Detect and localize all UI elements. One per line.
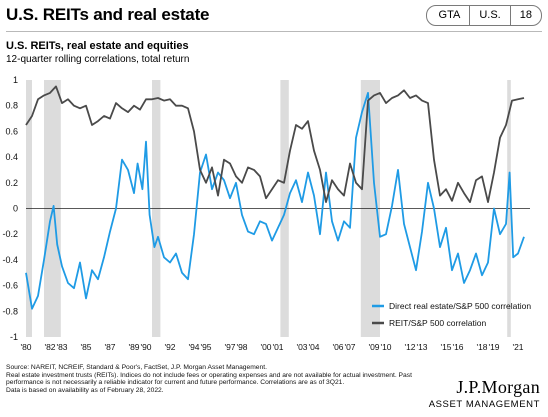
x-tick-label: '89 <box>128 342 139 352</box>
logo-name: J.P.Morgan <box>456 377 540 397</box>
jpmorgan-logo: J.P.Morgan ASSET MANAGEMENT <box>429 377 540 410</box>
x-tick-label: '95 <box>200 342 211 352</box>
legend-label: Direct real estate/S&P 500 correlation <box>389 301 531 311</box>
footnote-source: Source: NAREIT, NCREIF, Standard & Poor'… <box>6 364 267 371</box>
x-tick-label: '92 <box>164 342 175 352</box>
x-tick-label: '97 <box>224 342 235 352</box>
y-tick-label: -0.4 <box>2 255 18 265</box>
series-line-reit <box>25 85 525 204</box>
y-tick-label: 0 <box>13 204 18 214</box>
badge-region-code: GTA <box>438 9 461 21</box>
x-tick-label: '83 <box>56 342 67 352</box>
correlation-line-chart: 10.80.60.40.20-0.2-0.4-0.6-0.8-1'80'82'8… <box>2 75 531 352</box>
x-tick-label: '01 <box>272 342 283 352</box>
x-tick-label: '09 <box>368 342 379 352</box>
series-line-direct-real-estate <box>25 92 525 310</box>
x-tick-label: '18 <box>476 342 487 352</box>
logo-subtitle: ASSET MANAGEMENT <box>428 399 540 410</box>
x-tick-label: '90 <box>140 342 151 352</box>
chart-subtitle: 12-quarter rolling correlations, total r… <box>6 54 190 65</box>
x-tick-label: '87 <box>104 342 115 352</box>
x-tick-label: '16 <box>452 342 463 352</box>
x-tick-label: '07 <box>344 342 355 352</box>
x-tick-label: '12 <box>404 342 415 352</box>
y-tick-label: -0.8 <box>2 306 18 316</box>
y-tick-label: -0.2 <box>2 229 18 239</box>
x-tick-label: '21 <box>512 342 523 352</box>
x-tick-label: '00 <box>260 342 271 352</box>
x-tick-label: '15 <box>440 342 451 352</box>
footnotes: Source: NAREIT, NCREIF, Standard & Poor'… <box>6 364 446 394</box>
x-tick-label: '04 <box>308 342 319 352</box>
badge-country: U.S. <box>469 6 509 25</box>
legend-label: REIT/S&P 500 correlation <box>389 318 486 328</box>
x-tick-label: '80 <box>20 342 31 352</box>
page-title: U.S. REITs and real estate <box>6 5 210 24</box>
x-tick-label: '82 <box>44 342 55 352</box>
x-tick-label: '06 <box>332 342 343 352</box>
title-divider <box>6 31 542 32</box>
x-tick-label: '13 <box>416 342 427 352</box>
footnote-disclaimer-1: Real estate investment trusts (REITs). I… <box>6 371 412 379</box>
y-tick-label: 0.2 <box>5 178 18 188</box>
y-tick-label: 0.8 <box>5 101 18 111</box>
y-tick-label: 1 <box>13 75 18 85</box>
y-tick-label: 0.4 <box>5 152 18 162</box>
x-tick-label: '10 <box>380 342 391 352</box>
slide-badges: GTA U.S. 18 <box>425 5 542 26</box>
footnote-data-date: Data is based on availability as of Febr… <box>6 386 164 394</box>
y-tick-label: -1 <box>10 332 18 342</box>
y-tick-label: 0.6 <box>5 126 18 136</box>
chart-title: U.S. REITs, real estate and equities <box>6 40 189 52</box>
x-tick-label: '85 <box>80 342 91 352</box>
y-tick-label: -0.6 <box>2 281 18 291</box>
x-tick-label: '03 <box>296 342 307 352</box>
badge-page-number: 18 <box>509 6 541 25</box>
x-tick-label: '98 <box>236 342 247 352</box>
footnote-disclaimer-2: performance is not necessarily a reliabl… <box>6 379 345 387</box>
x-tick-label: '19 <box>488 342 499 352</box>
x-tick-label: '94 <box>188 342 199 352</box>
